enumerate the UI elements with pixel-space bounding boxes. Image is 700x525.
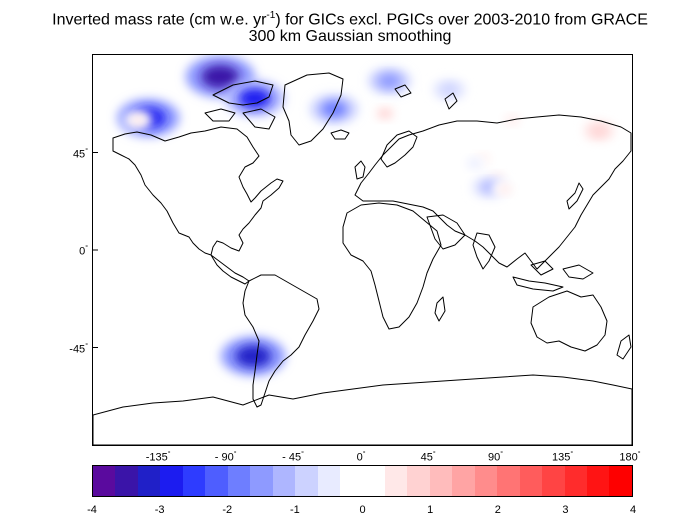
coastline-iceland [330, 129, 350, 140]
colorbar-tick-label: 4 [629, 504, 637, 516]
map-title-line-2: 300 km Gaussian smoothing [248, 28, 452, 45]
anomaly-novaya-zemlya [439, 83, 459, 96]
colorbar-swatch [182, 466, 206, 496]
colorbar-swatch [362, 466, 385, 496]
lon-tick-label: -135° [145, 451, 171, 464]
lon-tick-label: 45° [420, 451, 436, 464]
colorbar-swatch [452, 466, 475, 496]
coastline-greenland [282, 72, 344, 146]
anomaly-alaska-coast [130, 114, 146, 126]
anomaly-layer [117, 55, 615, 376]
coastline-antarctica [93, 374, 632, 445]
anomaly-southeast-tibet [497, 184, 512, 195]
coastline-scandinavia [380, 130, 418, 168]
colorbar-swatch [295, 466, 318, 496]
anomaly-svalbard [377, 73, 402, 89]
colorbar-tick-label: 3 [562, 504, 569, 516]
colorbar-tick-label: -2 [222, 504, 233, 516]
colorbar-swatch [227, 466, 251, 496]
colorbar-swatch [564, 466, 587, 496]
lon-tick-label: 135° [551, 451, 574, 464]
colorbar-tick-label: 2 [494, 504, 501, 516]
coastline-central-america [210, 254, 250, 285]
coastline-africa [342, 202, 442, 330]
lat-tick-label: 0° [79, 245, 88, 258]
coastlines [93, 72, 632, 445]
lon-tick-label: - 45° [282, 451, 304, 464]
colorbar-swatch [407, 466, 430, 496]
lat-tick-label: -45° [69, 342, 88, 356]
coastline-india [472, 232, 496, 270]
coastline-british-isles [354, 160, 366, 180]
anomaly-patagonia [235, 345, 272, 368]
coastline-eurasia [354, 114, 632, 270]
coastline-new-zealand [616, 334, 632, 360]
coastline-north-america [112, 126, 284, 256]
colorbar-swatch [497, 466, 520, 496]
colorbar-swatch [474, 466, 498, 496]
world-map [92, 54, 633, 446]
colorbar-tick-label: -3 [154, 504, 165, 516]
colorbar-swatch [519, 466, 543, 496]
coastline-madagascar [434, 296, 446, 322]
anomaly-tien-shan [467, 158, 483, 169]
colorbar-swatch [93, 466, 116, 496]
colorbar-tick-label: -1 [289, 504, 300, 516]
coastline-svalbard [394, 84, 412, 98]
colorbar-swatch [317, 466, 340, 496]
anomaly-scandinavia [376, 108, 394, 119]
lon-tick-label: 0° [356, 451, 366, 464]
colorbar-swatch [205, 466, 228, 496]
anomaly-baffin-island [238, 88, 271, 109]
title-text-end: ) for GICs excl. PGICs over 2003-2010 fr… [275, 11, 648, 29]
title-text-start: Inverted mass rate (cm w.e. yr [52, 11, 267, 29]
coastline-canadian-archipelago [204, 80, 276, 130]
title-superscript: -1 [266, 10, 276, 21]
colorbar [92, 465, 633, 497]
colorbar-swatch [115, 466, 138, 496]
colorbar-swatch [250, 466, 273, 496]
coastline-arabia [426, 214, 466, 250]
world-map-canvas [93, 55, 632, 445]
colorbar-tick-label: -4 [87, 504, 97, 516]
colorbar-swatch [586, 466, 610, 496]
lat-tick-marks [93, 152, 98, 348]
map-title-line-1: Inverted mass rate (cm w.e. yr-1) for GI… [0, 6, 700, 30]
lat-tick-label: 45° [72, 147, 88, 161]
colorbar-swatch [384, 466, 408, 496]
coastline-novaya-zemlya [444, 92, 458, 110]
colorbar-swatch [137, 466, 161, 496]
lon-tick-label: 90° [487, 451, 504, 464]
anomaly-iceland [320, 100, 348, 118]
colorbar-swatch [272, 466, 296, 496]
coastline-indonesia [512, 260, 594, 292]
coastline-south-america [242, 274, 320, 408]
colorbar-swatch [429, 466, 453, 496]
colorbar-tick-label: 1 [427, 504, 434, 516]
colorbar-swatch [542, 466, 565, 496]
colorbar-swatch [609, 466, 632, 496]
coastline-japan [566, 182, 584, 210]
coastline-australia [530, 290, 608, 352]
colorbar-tick-label: 0 [359, 504, 366, 516]
colorbar-swatch [339, 466, 363, 496]
anomaly-kamchatka [590, 125, 608, 137]
colorbar-swatch [160, 466, 183, 496]
lon-tick-label: 180° [619, 451, 641, 464]
lon-tick-label: - 90° [214, 451, 237, 464]
anomaly-canadian-arctic-archipelago [201, 65, 240, 89]
